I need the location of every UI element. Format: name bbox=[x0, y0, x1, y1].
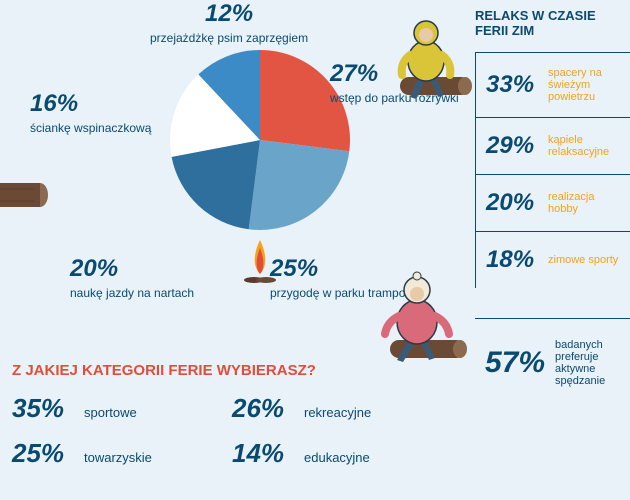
categories-header: Z JAKIEJ KATEGORII FERIE WYBIERASZ? bbox=[12, 362, 452, 379]
category-txt: edukacyjne bbox=[304, 450, 370, 465]
category-item: 14% edukacyjne bbox=[232, 438, 452, 469]
side-row: 33% spacery na świeżym powietrzu bbox=[475, 52, 630, 117]
category-txt: towarzyskie bbox=[84, 450, 152, 465]
pie-label-pct: 20% bbox=[70, 255, 194, 284]
pie-slice bbox=[249, 140, 350, 230]
pie-label-pct: 16% bbox=[30, 90, 151, 119]
side-row-pct: 33% bbox=[486, 71, 538, 99]
pie-label-3: 16% ściankę wspinaczkową bbox=[30, 90, 151, 135]
pie-chart-section: 27% wstęp do parku rozrywki 25% przygodę… bbox=[0, 0, 470, 360]
pie-label-txt: naukę jazdy na nartach bbox=[70, 286, 194, 300]
side-row-pct: 20% bbox=[486, 189, 538, 217]
side-row-txt: realizacja hobby bbox=[548, 191, 626, 215]
big-stat-pct: 57% bbox=[485, 346, 545, 380]
pie-label-pct: 12% bbox=[150, 0, 308, 29]
big-stat-txt: badanych preferuje aktywne spędzanie bbox=[555, 339, 626, 387]
category-pct: 26% bbox=[232, 393, 290, 424]
side-row-txt: kąpiele relaksacyjne bbox=[548, 134, 626, 158]
pie-label-1: 25% przygodę w parku trampolin bbox=[270, 255, 417, 300]
side-panel: RELAKS W CZASIE FERII ZIM 33% spacery na… bbox=[475, 0, 630, 500]
side-row: 20% realizacja hobby bbox=[475, 174, 630, 231]
category-item: 26% rekreacyjne bbox=[232, 393, 452, 424]
category-pct: 25% bbox=[12, 438, 70, 469]
campfire-icon bbox=[244, 222, 276, 286]
side-row: 18% zimowe sporty bbox=[475, 231, 630, 288]
category-pct: 14% bbox=[232, 438, 290, 469]
pie-label-4: 12% przejażdżkę psim zaprzęgiem bbox=[150, 0, 308, 45]
side-row-txt: zimowe sporty bbox=[548, 254, 618, 266]
pie-label-txt: przejażdżkę psim zaprzęgiem bbox=[150, 31, 308, 45]
side-row-pct: 18% bbox=[486, 246, 538, 274]
side-row: 29% kąpiele relaksacyjne bbox=[475, 117, 630, 174]
pie-label-txt: ściankę wspinaczkową bbox=[30, 121, 151, 135]
pie-label-txt: wstęp do parku rozrywki bbox=[330, 91, 459, 105]
pie-label-pct: 27% bbox=[330, 60, 459, 89]
pie-chart bbox=[170, 50, 350, 230]
category-txt: rekreacyjne bbox=[304, 405, 371, 420]
category-pct: 35% bbox=[12, 393, 70, 424]
side-row-pct: 29% bbox=[486, 132, 538, 160]
category-txt: sportowe bbox=[84, 405, 137, 420]
side-row-txt: spacery na świeżym powietrzu bbox=[548, 67, 626, 103]
side-panel-header: RELAKS W CZASIE FERII ZIM bbox=[475, 0, 630, 52]
pie-label-2: 20% naukę jazdy na nartach bbox=[70, 255, 194, 300]
pie-label-pct: 25% bbox=[270, 255, 417, 284]
pie-label-txt: przygodę w parku trampolin bbox=[270, 286, 417, 300]
categories-section: Z JAKIEJ KATEGORII FERIE WYBIERASZ? 35% … bbox=[12, 362, 452, 469]
big-stat: 57% badanych preferuje aktywne spędzanie bbox=[475, 318, 630, 399]
category-item: 25% towarzyskie bbox=[12, 438, 232, 469]
pie-label-0: 27% wstęp do parku rozrywki bbox=[330, 60, 459, 105]
category-item: 35% sportowe bbox=[12, 393, 232, 424]
